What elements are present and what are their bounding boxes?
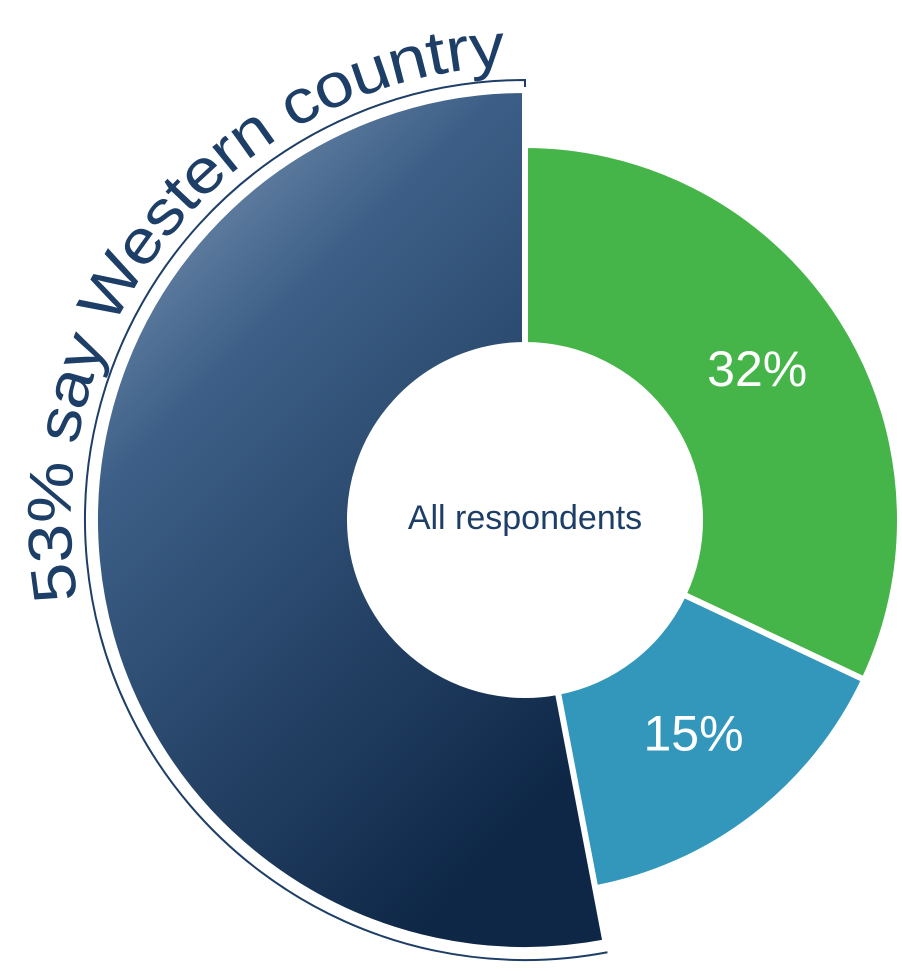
value-label: 32%	[707, 341, 807, 397]
center-label: All respondents	[408, 499, 642, 537]
outline-arc	[84, 78, 608, 961]
donut-hole	[350, 345, 700, 695]
value-label: 15%	[644, 705, 744, 761]
